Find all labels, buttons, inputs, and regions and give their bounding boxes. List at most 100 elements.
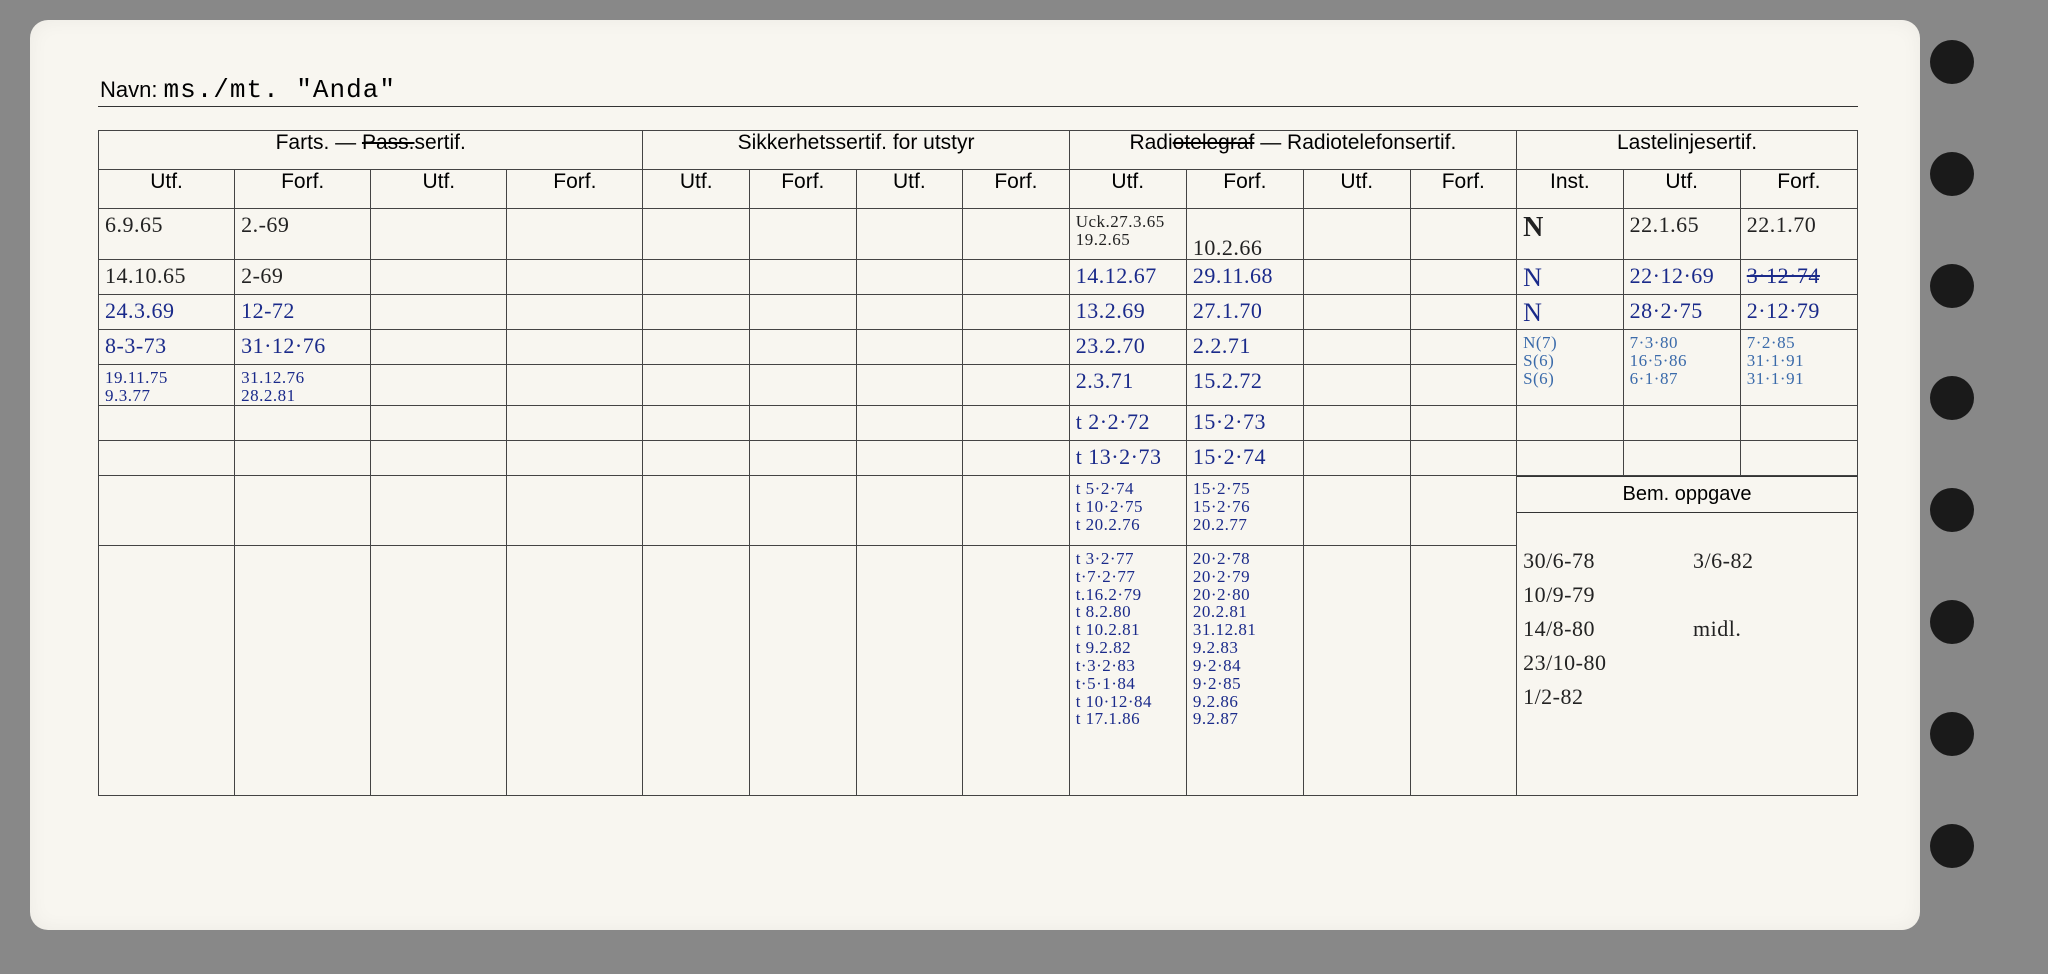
- bem-row: 1/2-82: [1517, 681, 1857, 715]
- cell: [856, 260, 963, 295]
- cell: 27.1.70: [1186, 295, 1303, 330]
- cell: [1410, 545, 1517, 795]
- col-forf: Forf.: [1410, 170, 1517, 209]
- cell: [371, 295, 507, 330]
- cell: [1517, 405, 1624, 440]
- cell: 31.12.76 28.2.81: [235, 365, 371, 406]
- value: 1/2-82: [1517, 681, 1687, 708]
- value: 23/10-80: [1517, 647, 1687, 674]
- cell: [235, 440, 371, 475]
- cell: [507, 545, 643, 795]
- cell: 8-3-73: [99, 330, 235, 365]
- cell: [371, 405, 507, 440]
- cell: 3·12·74: [1740, 260, 1857, 295]
- bem-header: Bem. oppgave: [1517, 476, 1857, 513]
- value: N: [1517, 260, 1623, 291]
- col-utf: Utf.: [1069, 170, 1186, 209]
- value: N: [1517, 209, 1623, 242]
- cell: [856, 475, 963, 545]
- cell: 22.1.70: [1740, 209, 1857, 260]
- cell: 12-72: [235, 295, 371, 330]
- cell: [643, 295, 750, 330]
- hole-icon: [1930, 40, 1974, 84]
- group-laste: Lastelinjesertif.: [1517, 131, 1858, 170]
- cell: N(7) S(6) S(6): [1517, 330, 1624, 406]
- cell: [1410, 295, 1517, 330]
- value: 27.1.70: [1187, 295, 1303, 322]
- cell: 14.10.65: [99, 260, 235, 295]
- certificate-table: Farts. — Pass.sertif. Sikkerhetssertif. …: [98, 130, 1858, 796]
- col-utf: Utf.: [371, 170, 507, 209]
- hole-icon: [1930, 488, 1974, 532]
- cell: [856, 545, 963, 795]
- value: 14.12.67: [1070, 260, 1186, 287]
- cell: [507, 405, 643, 440]
- hole-icon: [1930, 712, 1974, 756]
- cell: [856, 405, 963, 440]
- value: 15.2.72: [1187, 365, 1303, 392]
- cell: 13.2.69: [1069, 295, 1186, 330]
- cell: [371, 365, 507, 406]
- cell: [1303, 209, 1410, 260]
- cell: [371, 260, 507, 295]
- bem-row: 23/10-80: [1517, 647, 1857, 681]
- cell: [1623, 405, 1740, 440]
- value: 31·12·76: [235, 330, 370, 357]
- table-row: 24.3.69 12-72 13.2.69 27.1.70 N 28·2·75 …: [99, 295, 1858, 330]
- cell: 2-69: [235, 260, 371, 295]
- cell: [99, 475, 235, 545]
- cell: 7·2·85 31·1·91 31·1·91: [1740, 330, 1857, 406]
- value: t 5·2·74 t 10·2·75 t 20.2.76: [1070, 476, 1186, 534]
- value: 3·12·74: [1741, 260, 1857, 287]
- value: 22.1.65: [1624, 209, 1740, 236]
- cell: [507, 475, 643, 545]
- cell: t 3·2·77 t·7·2·77 t.16.2·79 t 8.2.80 t 1…: [1069, 545, 1186, 795]
- cell: [99, 405, 235, 440]
- cell: 15·2·73: [1186, 405, 1303, 440]
- cell: 15·2·75 15·2·76 20.2.77: [1186, 475, 1303, 545]
- table-row: t 13·2·73 15·2·74: [99, 440, 1858, 475]
- value: 12-72: [235, 295, 370, 322]
- cell: N: [1517, 209, 1624, 260]
- cell: [750, 440, 857, 475]
- col-forf: Forf.: [750, 170, 857, 209]
- value: [1687, 579, 1857, 583]
- value: N(7) S(6) S(6): [1517, 330, 1623, 388]
- cell: [856, 295, 963, 330]
- group-header-row: Farts. — Pass.sertif. Sikkerhetssertif. …: [99, 131, 1858, 170]
- cell: 10.2.66: [1186, 209, 1303, 260]
- cell: [1303, 330, 1410, 365]
- value: 14/8-80: [1517, 613, 1687, 640]
- cell: [1303, 365, 1410, 406]
- cell: [1410, 405, 1517, 440]
- value: 10/9-79: [1517, 579, 1687, 606]
- cell: 22.1.65: [1623, 209, 1740, 260]
- cell: [371, 330, 507, 365]
- cell: [507, 330, 643, 365]
- cell: t 2·2·72: [1069, 405, 1186, 440]
- bem-table: 30/6-783/6-82 10/9-79 14/8-80midl. 23/10…: [1517, 545, 1857, 715]
- hole-icon: [1930, 600, 1974, 644]
- index-card: Navn: ms./mt. "Anda" Farts. — Pass.serti…: [30, 20, 1920, 930]
- value: t 3·2·77 t·7·2·77 t.16.2·79 t 8.2.80 t 1…: [1070, 546, 1186, 728]
- col-forf: Forf.: [235, 170, 371, 209]
- cell: [1303, 295, 1410, 330]
- cell: t 5·2·74 t 10·2·75 t 20.2.76: [1069, 475, 1186, 545]
- value: 23.2.70: [1070, 330, 1186, 357]
- value: 22.1.70: [1741, 209, 1857, 236]
- col-forf: Forf.: [1740, 170, 1857, 209]
- col-utf: Utf.: [643, 170, 750, 209]
- cell: 24.3.69: [99, 295, 235, 330]
- cell: [99, 545, 235, 795]
- value: 22·12·69: [1624, 260, 1740, 287]
- table-row: 14.10.65 2-69 14.12.67 29.11.68 N 22·12·…: [99, 260, 1858, 295]
- value: 7·3·80 16·5·86 6·1·87: [1624, 330, 1740, 388]
- cell: 2.2.71: [1186, 330, 1303, 365]
- bem-body: 30/6-783/6-82 10/9-79 14/8-80midl. 23/10…: [1517, 545, 1858, 795]
- cell: [371, 209, 507, 260]
- value: 2.-69: [235, 209, 370, 236]
- cell: [963, 330, 1070, 365]
- value: Uck.27.3.65 19.2.65: [1070, 209, 1186, 249]
- cell: [643, 260, 750, 295]
- navn-label: Navn:: [100, 77, 157, 102]
